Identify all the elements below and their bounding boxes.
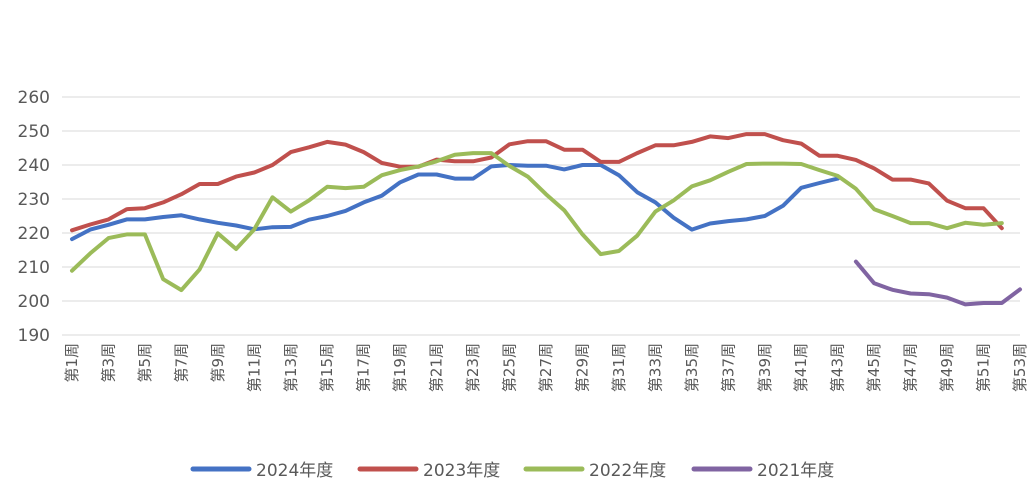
- x-axis-ticks: 第1周 第3周 第5周 第7周 第9周 第11周 第13周 第15周 第17周 第19周 第21周第…: [63, 343, 1029, 392]
- legend: 2024年度 2023年度 2022年度 2021年度: [190, 461, 834, 481]
- legend-label: 2024年度: [256, 461, 333, 481]
- x-tick-label: 第11周: [245, 343, 263, 392]
- x-tick-label: 第7周: [172, 343, 190, 383]
- series-line-3: [70, 151, 1004, 293]
- y-tick-label: 250: [18, 122, 50, 142]
- legend-label: 2023年度: [423, 461, 500, 481]
- series-lines: [70, 132, 1022, 307]
- x-tick-label: 第9周: [209, 343, 227, 383]
- x-tick-label: 第25周: [501, 343, 519, 392]
- y-axis-ticks: 190 200 210 220 230 240 250 260: [18, 88, 50, 346]
- series-line-1: [70, 163, 840, 242]
- x-tick-label: 第3周: [99, 343, 117, 383]
- x-tick-label: 第51周: [975, 343, 993, 392]
- y-tick-label: 210: [18, 258, 50, 278]
- x-tick-label: 第39周: [756, 343, 774, 392]
- x-tick-label: 第21周: [428, 343, 446, 392]
- x-tick-label: 第29周: [573, 343, 591, 392]
- x-tick-label: 第53周: [1011, 343, 1029, 392]
- x-tick-label: 第47周: [902, 343, 920, 392]
- y-tick-label: 230: [18, 190, 50, 210]
- x-tick-label: 第17周: [355, 343, 373, 392]
- x-tick-label: 第13周: [282, 343, 300, 392]
- x-tick-label: 第43周: [829, 343, 847, 392]
- x-tick-label: 第41周: [792, 343, 810, 392]
- legend-label: 2021年度: [757, 461, 834, 481]
- x-tick-label: 第27周: [537, 343, 555, 392]
- series-line-4: [853, 259, 1022, 307]
- x-tick-label: 第15周: [318, 343, 336, 392]
- x-tick-label: 第37周: [719, 343, 737, 392]
- y-tick-label: 240: [18, 156, 50, 176]
- x-tick-label: 第49周: [938, 343, 956, 392]
- x-tick-label: 第1周: [63, 343, 81, 383]
- series-line-2: [70, 132, 1004, 233]
- x-tick-label: 第23周: [464, 343, 482, 392]
- legend-label: 2022年度: [589, 461, 666, 481]
- x-tick-label: 第45周: [865, 343, 883, 392]
- y-tick-label: 220: [18, 224, 50, 244]
- x-tick-label: 第31周: [610, 343, 628, 392]
- gridlines: [62, 96, 1020, 336]
- y-tick-label: 260: [18, 88, 50, 108]
- x-tick-label: 第19周: [391, 343, 409, 392]
- y-tick-label: 190: [18, 326, 50, 346]
- x-tick-label: 第33周: [646, 343, 664, 392]
- y-tick-label: 200: [18, 292, 50, 312]
- x-tick-label: 第5周: [136, 343, 154, 383]
- x-tick-label: 第35周: [683, 343, 701, 392]
